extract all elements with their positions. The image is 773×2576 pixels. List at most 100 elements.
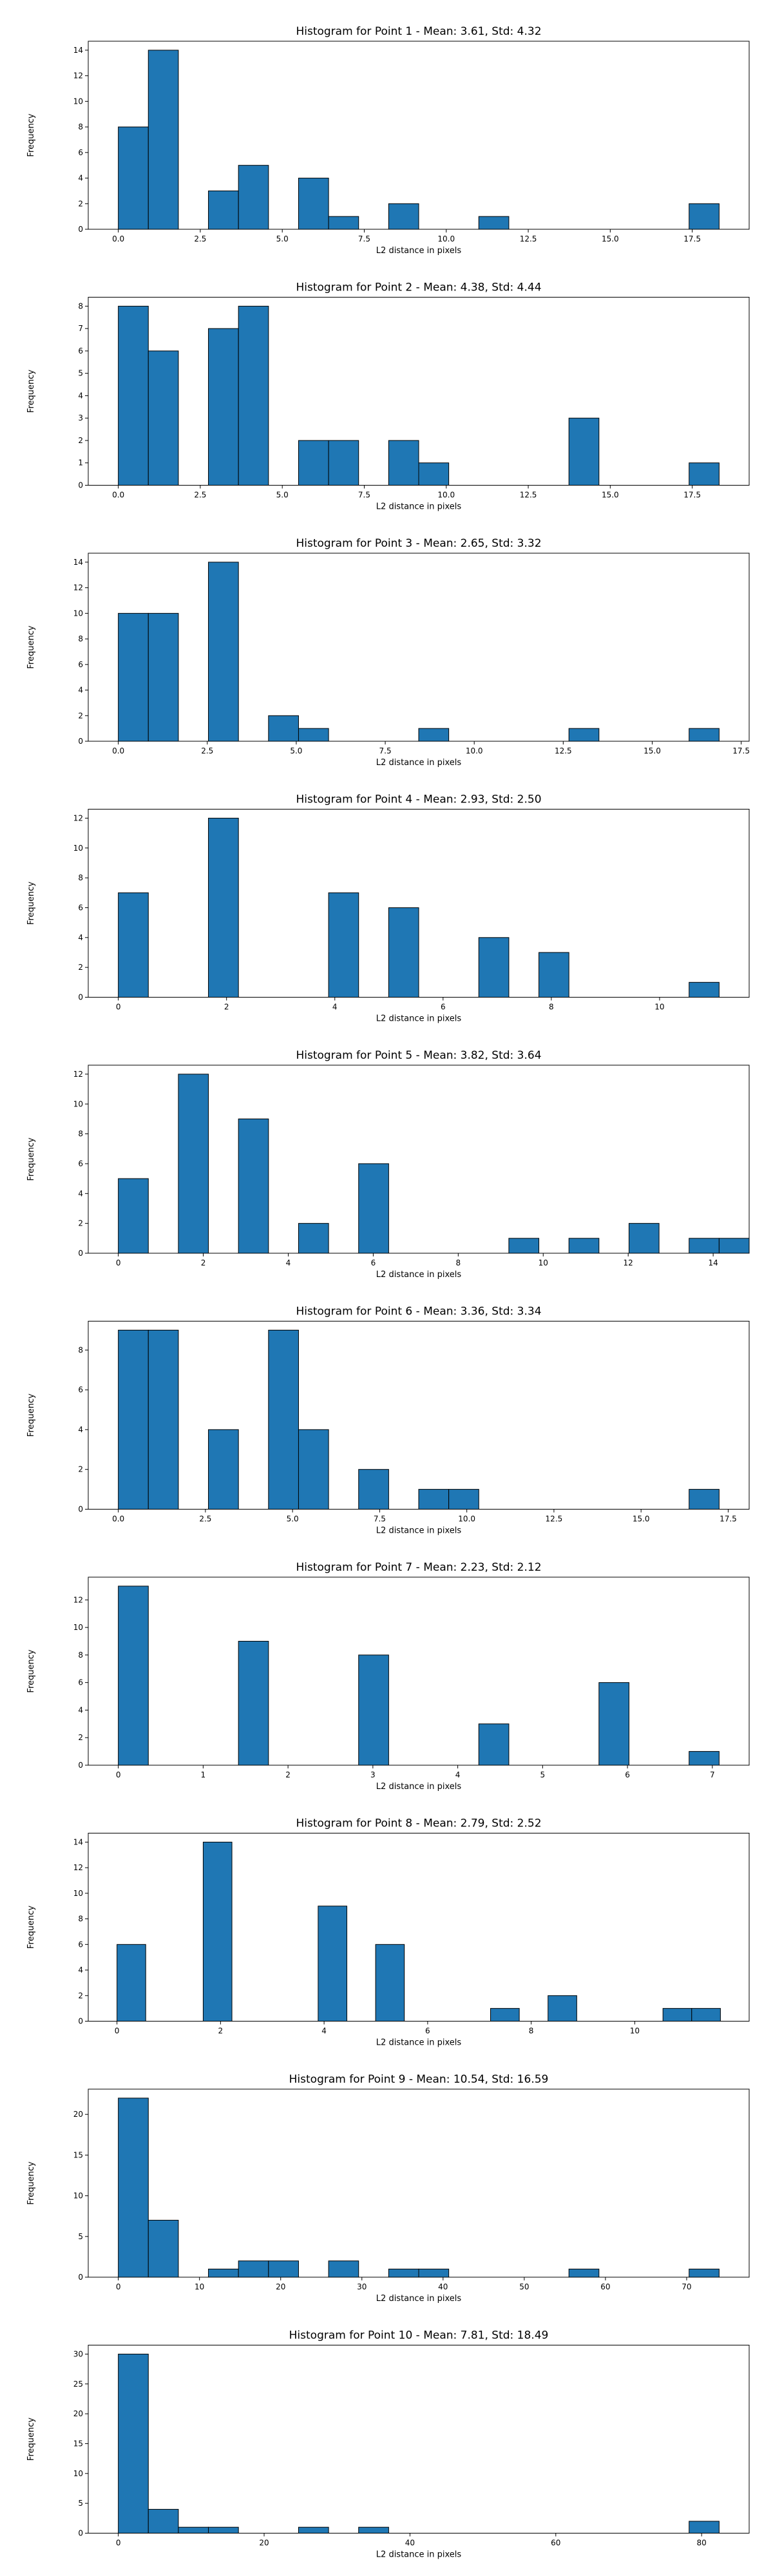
histogram-bar xyxy=(568,2268,600,2278)
x-tick-label: 8 xyxy=(456,1258,461,1267)
x-tick-label: 5.0 xyxy=(287,1515,299,1524)
histogram-bar xyxy=(478,216,510,230)
y-tick-label: 20 xyxy=(73,2409,83,2418)
y-tick-label: 8 xyxy=(78,1915,83,1924)
x-tick-label: 8 xyxy=(549,1003,554,1012)
histogram-bar xyxy=(388,203,419,230)
histogram-bar xyxy=(208,1429,239,1510)
y-tick-label: 8 xyxy=(78,1345,83,1354)
x-tick-label: 10.0 xyxy=(437,234,455,243)
histogram-bar xyxy=(117,1944,146,2022)
y-tick-label: 10 xyxy=(73,609,83,618)
x-tick-label: 0 xyxy=(116,1770,121,1779)
y-tick-label: 0 xyxy=(78,1249,83,1258)
x-tick-label: 60 xyxy=(600,2282,610,2291)
x-tick-label: 80 xyxy=(697,2539,707,2548)
histogram-bar xyxy=(358,2526,389,2533)
plot-frame xyxy=(88,2088,750,2278)
y-tick-label: 0 xyxy=(78,2273,83,2282)
y-tick-label: 8 xyxy=(78,1130,83,1139)
histogram-bar xyxy=(118,2098,149,2278)
y-tick-label: 8 xyxy=(78,122,83,131)
x-tick-label: 0 xyxy=(116,2282,121,2291)
plot-frame xyxy=(88,41,750,230)
x-tick-label: 7.5 xyxy=(358,491,370,500)
histogram-bar xyxy=(358,1654,389,1766)
histogram-bar xyxy=(118,2353,149,2534)
histogram-bar xyxy=(689,728,720,742)
plot-frame xyxy=(88,2345,750,2533)
y-tick-label: 0 xyxy=(78,2529,83,2538)
histogram-bar xyxy=(318,1906,347,2022)
y-tick-label: 2 xyxy=(78,1219,83,1228)
x-tick-label: 0 xyxy=(116,2539,121,2548)
histogram-bar xyxy=(689,2268,720,2278)
x-tick-label: 20 xyxy=(276,2282,285,2291)
y-axis-label: Frequency xyxy=(26,1137,36,1180)
histogram-bar xyxy=(328,2260,359,2278)
x-tick-label: 0.0 xyxy=(112,234,124,243)
x-tick-label: 10.0 xyxy=(466,746,483,755)
x-tick-label: 20 xyxy=(259,2539,269,2548)
histogram-panel-4: Histogram for Point 4 - Mean: 2.93, Std:… xyxy=(26,793,750,1024)
plot-frame xyxy=(88,1577,750,1766)
y-tick-label: 6 xyxy=(78,1678,83,1687)
y-tick-label: 2 xyxy=(78,1465,83,1474)
histogram-bar xyxy=(148,2508,179,2533)
x-tick-label: 10 xyxy=(654,1003,664,1012)
histogram-bar xyxy=(689,1238,720,1254)
histogram-bar xyxy=(539,952,569,998)
histogram-bar xyxy=(689,981,720,998)
histogram-bar xyxy=(202,1841,233,2022)
x-tick-label: 40 xyxy=(405,2539,415,2548)
x-tick-label: 2 xyxy=(201,1258,206,1267)
y-axis-label: Frequency xyxy=(26,370,36,413)
chart-title: Histogram for Point 2 - Mean: 4.38, Std:… xyxy=(296,281,541,294)
x-tick-label: 70 xyxy=(682,2282,691,2291)
histogram-bar xyxy=(118,1586,149,1766)
x-tick-label: 6 xyxy=(371,1258,376,1267)
histogram-bar xyxy=(388,2268,419,2278)
histogram-bar xyxy=(298,1429,329,1510)
x-tick-label: 10 xyxy=(195,2282,204,2291)
histogram-panel-10: Histogram for Point 10 - Mean: 7.81, Std… xyxy=(26,2329,750,2560)
x-tick-label: 12.5 xyxy=(546,1515,563,1524)
x-axis-label: L2 distance in pixels xyxy=(376,1014,462,1024)
chart-title: Histogram for Point 1 - Mean: 3.61, Std:… xyxy=(296,25,541,38)
histogram-bar xyxy=(238,1118,269,1254)
y-tick-label: 2 xyxy=(78,1991,83,2000)
x-axis-label: L2 distance in pixels xyxy=(376,1526,462,1536)
y-tick-label: 5 xyxy=(78,2232,83,2241)
y-tick-label: 12 xyxy=(73,71,83,80)
y-axis-label: Frequency xyxy=(26,1394,36,1437)
histogram-bar xyxy=(689,2521,720,2533)
histogram-bar xyxy=(568,417,600,486)
histogram-bar xyxy=(328,892,359,998)
histogram-bar xyxy=(118,612,149,742)
x-tick-label: 15.0 xyxy=(602,234,619,243)
y-tick-label: 2 xyxy=(78,963,83,972)
y-tick-label: 10 xyxy=(73,1889,83,1898)
y-tick-label: 12 xyxy=(73,583,83,592)
x-axis-label: L2 distance in pixels xyxy=(376,2294,462,2304)
y-tick-label: 10 xyxy=(73,2469,83,2478)
histogram-bar xyxy=(478,937,510,998)
x-tick-label: 14 xyxy=(708,1258,718,1267)
x-tick-label: 50 xyxy=(519,2282,529,2291)
y-tick-label: 0 xyxy=(78,1505,83,1514)
histogram-bar xyxy=(418,2268,450,2278)
chart-title: Histogram for Point 10 - Mean: 7.81, Std… xyxy=(289,2329,549,2342)
histogram-panel-1: Histogram for Point 1 - Mean: 3.61, Std:… xyxy=(26,25,750,256)
y-tick-label: 8 xyxy=(78,1651,83,1660)
y-tick-label: 10 xyxy=(73,1623,83,1632)
y-tick-label: 1 xyxy=(78,459,83,468)
y-tick-label: 0 xyxy=(78,737,83,746)
y-tick-label: 4 xyxy=(78,1425,83,1434)
histogram-bar xyxy=(298,1223,329,1254)
histogram-bar xyxy=(208,817,239,998)
histogram-bar xyxy=(418,728,450,742)
y-tick-label: 4 xyxy=(78,391,83,400)
x-tick-label: 10 xyxy=(539,1258,548,1267)
y-axis-label: Frequency xyxy=(26,2418,36,2461)
